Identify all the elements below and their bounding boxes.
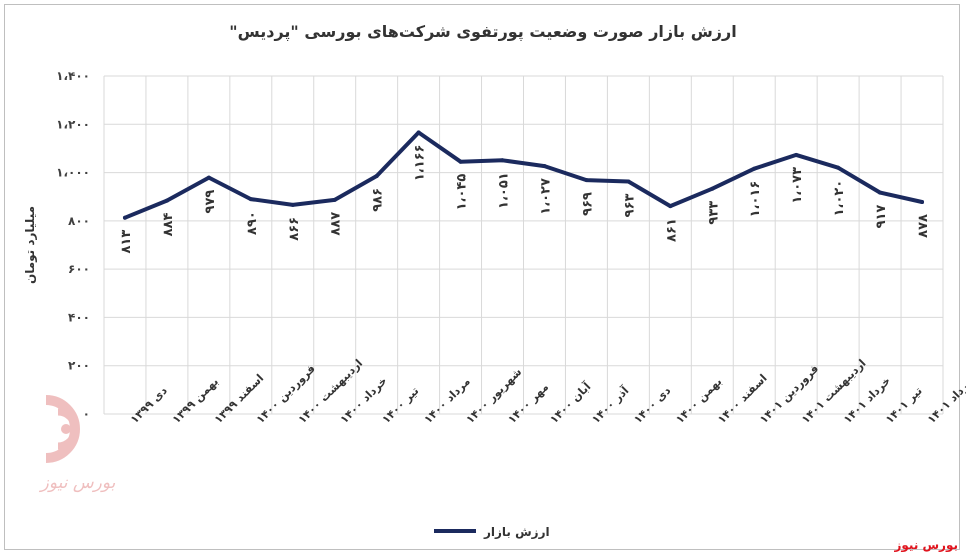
- data-point: [332, 197, 337, 202]
- y-tick-label: ۱،۴۰۰: [56, 69, 90, 83]
- y-axis-label: میلیارد تومان: [23, 206, 38, 284]
- y-tick-label: ۱،۲۰۰: [56, 117, 90, 131]
- chart-title: ارزش بازار صورت وضعیت پورتفوی شرکت‌های ب…: [229, 22, 737, 41]
- data-label: ۹۳۳: [706, 201, 721, 225]
- data-label: ۱،۰۵۱: [497, 172, 512, 209]
- data-label: ۹۶۳: [622, 193, 637, 217]
- watermark-logo: بورس نیوز: [39, 395, 116, 493]
- data-point: [794, 152, 799, 157]
- x-tick-label: آذر ۱۴۰۰: [589, 383, 632, 426]
- data-point: [500, 158, 505, 163]
- data-label: ۸۸۴: [161, 213, 176, 237]
- data-point: [920, 200, 925, 205]
- data-point: [584, 178, 589, 183]
- data-label: ۸۸۷: [329, 212, 344, 236]
- x-tick-label: دی ۱۴۰۰: [631, 384, 673, 426]
- x-tick-label: آبان ۱۴۰۰: [547, 379, 594, 426]
- data-point: [206, 175, 211, 180]
- data-point: [164, 198, 169, 203]
- x-tick-label: دی ۱۳۹۹: [128, 384, 170, 426]
- y-tick-label: ۲۰۰: [68, 359, 90, 373]
- data-point: [836, 165, 841, 170]
- data-label: ۹۱۷: [874, 205, 889, 229]
- legend-label: ارزش بازار: [483, 525, 550, 539]
- x-tick-label: تیر ۱۴۰۰: [380, 384, 422, 426]
- data-label: ۱،۰۲۰: [832, 180, 847, 217]
- data-label: ۱،۱۶۶: [413, 144, 428, 181]
- data-label: ۱،۰۲۷: [538, 178, 553, 215]
- watermark-text: بورس نیوز: [39, 473, 116, 493]
- data-label: ۱،۰۱۶: [748, 181, 763, 218]
- x-tick-label: مهر ۱۴۰۰: [505, 380, 551, 426]
- data-point: [290, 202, 295, 207]
- y-axis-ticks: ۰ ۲۰۰ ۴۰۰ ۶۰۰ ۸۰۰ ۱،۰۰۰ ۱،۲۰۰ ۱،۴۰۰: [56, 69, 90, 421]
- data-label: ۹۶۹: [580, 192, 595, 216]
- data-label: ۸۹۰: [245, 211, 260, 235]
- series-line: [123, 130, 924, 220]
- y-tick-label: ۶۰۰: [68, 262, 90, 276]
- data-point: [416, 130, 421, 135]
- x-tick-label: تیر ۱۴۰۱: [883, 384, 925, 426]
- x-tick-label: مرداد ۱۴۰۱: [925, 375, 966, 426]
- data-label: ۹۷۹: [203, 190, 218, 214]
- data-label: ۸۱۳: [119, 230, 134, 254]
- series-group: [122, 130, 925, 220]
- data-point: [710, 186, 715, 191]
- data-label: ۱،۰۴۵: [455, 174, 470, 211]
- y-tick-label: ۴۰۰: [68, 310, 90, 324]
- gridlines: [103, 75, 944, 415]
- legend: ارزش بازار: [434, 525, 550, 539]
- data-label: ۹۸۶: [371, 188, 386, 212]
- source-credit: بورس نیوز: [894, 538, 958, 552]
- data-point: [458, 159, 463, 164]
- data-point: [248, 197, 253, 202]
- data-point: [878, 190, 883, 195]
- y-tick-label: ۸۰۰: [68, 214, 90, 228]
- data-point: [668, 204, 673, 209]
- y-tick-label: ۰: [83, 407, 90, 421]
- data-point: [122, 215, 127, 220]
- data-label: ۸۶۶: [287, 217, 302, 241]
- data-point: [752, 166, 757, 171]
- data-labels: ۸۱۳ ۸۸۴ ۹۷۹ ۸۹۰ ۸۶۶ ۸۸۷ ۹۸۶ ۱،۱۶۶ ۱،۰۴۵ ۱،۰۵۱ ۱،۰۲…: [119, 144, 931, 253]
- data-label: ۱،۰۷۳: [790, 167, 805, 204]
- data-point: [374, 173, 379, 178]
- data-label: ۸۷۸: [916, 214, 931, 238]
- y-tick-label: ۱،۰۰۰: [56, 166, 90, 180]
- data-point: [542, 164, 547, 169]
- data-label: ۸۶۱: [664, 218, 679, 242]
- data-point: [626, 179, 631, 184]
